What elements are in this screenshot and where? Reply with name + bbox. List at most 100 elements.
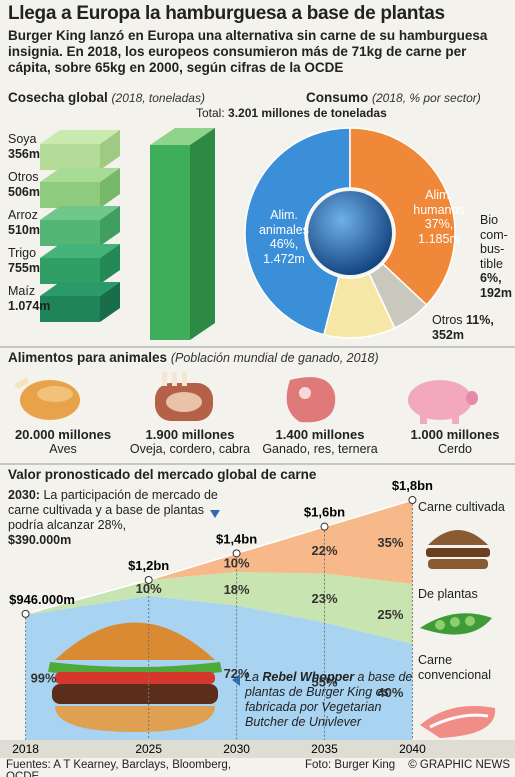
total-label: Total: 3.201 millones de toneladas [196, 106, 426, 120]
pie-category: Otros [432, 313, 463, 327]
pie-slice [322, 272, 396, 339]
crop-name: Soya [8, 132, 37, 146]
value-label: 35% [377, 535, 403, 550]
pie-label: Otros 11%, 352m [432, 313, 514, 342]
legend-label: Carne convencional [418, 653, 513, 683]
title: Llega a Europa la hamburguesa a base de … [8, 3, 445, 24]
animal-name: Ganado, res, ternera [262, 442, 378, 456]
animal-name: Oveja, cordero, cabra [129, 442, 251, 456]
plant-icon [420, 613, 492, 635]
crop-label: Soya 356m [8, 132, 68, 162]
total-point [144, 576, 153, 584]
value-label: 22% [311, 543, 337, 558]
x-tick-label: 2040 [399, 742, 426, 756]
annotation-text: La participación de mercado de carne cul… [8, 488, 218, 532]
pie-amount: 352m [432, 327, 464, 342]
x-tick-label: 2035 [311, 742, 338, 756]
annotation-value: $390.000m [8, 533, 72, 547]
caption-name: Rebel Whopper [262, 670, 355, 684]
section-note: (Población mundial de ganado, 2018) [170, 351, 379, 365]
crop-block [40, 220, 100, 246]
animal-count: 20.000 millones [14, 427, 112, 442]
crop-amount: 356m [8, 147, 40, 161]
value-label: 10% [224, 556, 250, 571]
pie-value-label: 6%, [480, 271, 502, 285]
pie-category: Alim. animales [258, 208, 310, 237]
crop-block-side [100, 282, 120, 322]
legend-label: De plantas [418, 587, 513, 602]
animal-label: 20.000 millones Aves [0, 427, 127, 457]
total-point [320, 522, 329, 531]
beef-icon [286, 377, 336, 423]
pie-label: Alim. animales 46%, 1.472m [258, 208, 310, 266]
animal-count: 1.000 millones [410, 427, 500, 442]
legend-entry: De plantas [418, 587, 478, 601]
pie-value-label: 11%, [466, 313, 494, 327]
crop-amount: 755m [8, 261, 40, 275]
crop-block-top [40, 244, 120, 258]
value-label: 99% [31, 671, 57, 686]
total-label: $1,4bn [216, 531, 257, 546]
animal-count: 1.900 millones [145, 427, 235, 442]
value-label: 72% [224, 666, 250, 681]
section-title: Cosecha global [8, 90, 108, 105]
cultivated-icon [426, 530, 490, 569]
credit: © GRAPHIC NEWS [408, 759, 510, 771]
axis-strip [0, 740, 515, 758]
total-label: Total: [196, 106, 225, 120]
lamb-icon [155, 372, 213, 421]
section-note: (2018, toneladas) [111, 91, 205, 105]
value-label: 25% [377, 607, 403, 622]
crop-block-top [40, 168, 120, 182]
crop-block-top [40, 206, 120, 220]
pie-heading: Consumo (2018, % por sector) [306, 90, 515, 105]
crop-block [40, 182, 100, 208]
chart-title: Valor pronosticado del mercado global de… [8, 467, 317, 482]
total-point [21, 609, 30, 618]
animal-label: 1.400 millones Ganado, res, ternera [256, 427, 384, 457]
crop-amount: 510m [8, 223, 40, 237]
section-title: Alimentos para animales [8, 350, 168, 365]
value-label: 40% [377, 685, 403, 700]
value-label: 18% [224, 582, 250, 597]
animal-name: Cerdo [437, 442, 473, 456]
photo-caption: La Rebel Whopper a base de plantas de Bu… [245, 670, 415, 730]
x-tick-label: 2025 [135, 742, 162, 756]
x-tick-label: 2018 [12, 742, 39, 756]
subtitle: Burger King lanzó en Europa una alternat… [8, 28, 488, 75]
x-tick-label: 2030 [223, 742, 250, 756]
animal-label: 1.000 millones Cerdo [391, 427, 515, 457]
chart-title: Consumo [306, 90, 369, 105]
total-point [408, 496, 417, 504]
total-label: $1,2bn [128, 558, 169, 573]
crop-amount: 1.074m [8, 299, 51, 313]
pointer [210, 510, 220, 518]
pie-slice [349, 127, 456, 306]
pie-label: Alim. humanos 37%, 1.185m [410, 188, 468, 246]
crop-amount: 506m [8, 185, 40, 199]
animal-count: 1.400 millones [275, 427, 365, 442]
pie-amount: 1.185m [418, 231, 460, 246]
total-value: 3.201 millones de toneladas [228, 106, 387, 120]
crop-name: Maíz [8, 284, 36, 298]
photo-credit: Foto: Burger King [305, 759, 396, 771]
pie-value-label: 37%, [424, 217, 454, 231]
chicken-icon [14, 376, 80, 420]
pie-amount: 192m [480, 285, 512, 300]
burger-photo [48, 622, 222, 732]
pie-category: Alim. humanos [413, 188, 465, 217]
footer-credit: © GRAPHIC NEWS [400, 759, 510, 771]
pie-slice [244, 127, 351, 336]
crop-name: Trigo [8, 246, 37, 260]
crop-name: Arroz [8, 208, 38, 222]
total-bar-top [150, 128, 215, 145]
crop-block [40, 144, 100, 170]
caption-text: a base de plantas de Burger King es fabr… [245, 670, 413, 729]
meat-icon [420, 706, 496, 738]
total-label: $1,6bn [304, 505, 345, 520]
pie-amount: 1.472m [263, 251, 305, 266]
pie-category: Bio com- bus- tible [480, 213, 508, 271]
subtitle-block: Burger King lanzó en Europa una alternat… [8, 28, 508, 76]
